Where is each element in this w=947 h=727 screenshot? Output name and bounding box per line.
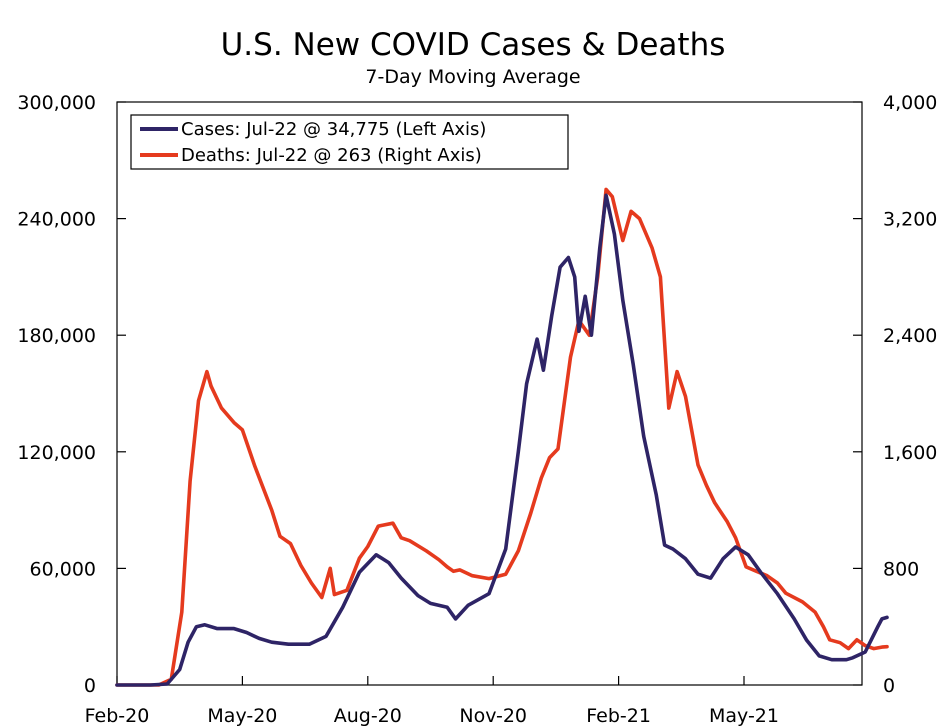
right-axis: 4,000 3,200 2,400 1,600 800 0: [853, 92, 937, 697]
legend-label-deaths: Deaths: Jul-22 @ 263 (Right Axis): [181, 145, 482, 166]
left-axis: 300,000 240,000 180,000 120,000 60,000 0: [17, 92, 126, 697]
right-tick-label: 0: [883, 675, 895, 697]
left-tick-label: 0: [84, 675, 96, 697]
right-tick-label: 1,600: [883, 442, 937, 464]
plot-frame: [116, 101, 863, 686]
x-tick-label: Aug-20: [334, 705, 402, 727]
series-layer: [115, 187, 889, 687]
right-tick-label: 2,400: [883, 325, 937, 347]
right-tick-label: 4,000: [883, 92, 937, 114]
left-tick-label: 180,000: [17, 325, 96, 347]
x-tick-label: May-20: [207, 705, 277, 727]
left-tick-label: 120,000: [17, 442, 96, 464]
x-tick-label: Nov-20: [459, 705, 527, 727]
x-tick-label: Feb-20: [85, 705, 150, 727]
chart-subtitle: 7-Day Moving Average: [365, 66, 580, 88]
x-tick-label: Feb-21: [586, 705, 651, 727]
chart-title: U.S. New COVID Cases & Deaths: [221, 27, 726, 63]
right-tick-label: 800: [883, 558, 919, 580]
legend-box: [130, 114, 569, 170]
legend: Cases: Jul-22 @ 34,775 (Left Axis) Death…: [130, 114, 569, 170]
right-tick-label: 3,200: [883, 209, 937, 231]
x-tick-label: May-21: [709, 705, 779, 727]
x-axis: Feb-20 May-20 Aug-20 Nov-20 Feb-21 May-21: [85, 676, 779, 727]
left-tick-label: 60,000: [30, 558, 96, 580]
left-tick-label: 240,000: [17, 209, 96, 231]
deaths-series-line: [115, 187, 889, 687]
left-tick-label: 300,000: [17, 92, 96, 114]
legend-label-cases: Cases: Jul-22 @ 34,775 (Left Axis): [181, 119, 486, 140]
cases-series-line: [115, 193, 889, 687]
